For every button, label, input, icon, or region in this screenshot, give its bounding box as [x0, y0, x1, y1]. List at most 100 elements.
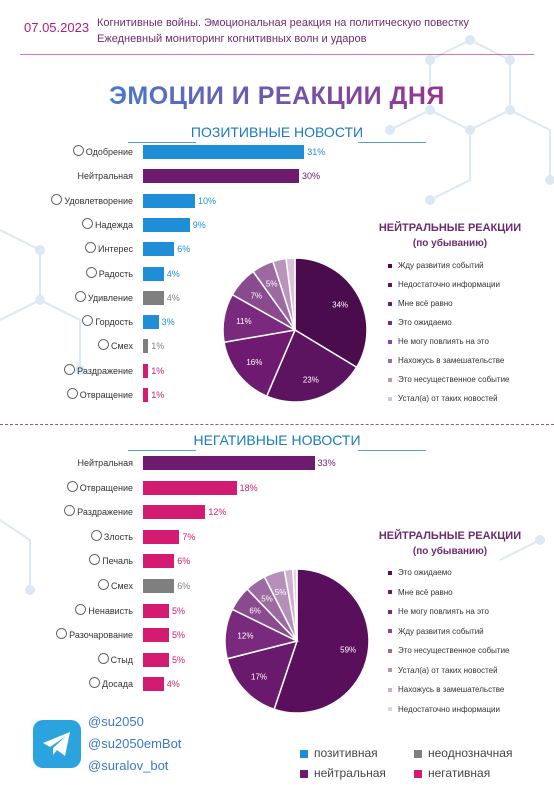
positive-bar-value-label: 10% — [198, 195, 217, 206]
negative-bar-label-text: Смех — [111, 581, 133, 591]
positive-bar-label: Одобрение — [72, 145, 133, 159]
positive-bar-bar — [143, 315, 159, 330]
pie2-legend-label: Это несущественное событие — [398, 646, 510, 655]
legend-positive: позитивная — [300, 746, 378, 760]
positive-bar-row: Нейтральная 30% — [0, 169, 554, 184]
pie2-legend-item: Нахожусь в замешательстве — [388, 683, 504, 697]
positive-bar-label: Радость — [85, 266, 133, 281]
pie2-legend-swatch — [388, 668, 392, 673]
legend-negative-label: негативная — [428, 766, 491, 780]
negative-bar-label: Нейтральная — [78, 456, 133, 470]
pie2-legend-label: Не могу повлиять на это — [398, 607, 489, 616]
pie1-legend-label: Недостаточно информации — [398, 280, 500, 289]
pie1-slice — [223, 329, 297, 398]
pie1-title: НЕЙТРАЛЬНЫЕ РЕАКЦИИ — [378, 222, 522, 234]
negative-bar-bar — [143, 677, 164, 692]
face-icon — [98, 579, 109, 590]
positive-bar-bar — [143, 339, 149, 354]
positive-bar-label: Надежда — [82, 217, 133, 232]
pie1-legend-label: Нахожусь в замешательстве — [398, 356, 505, 365]
positive-section-title: ПОЗИТИВНЫЕ НОВОСТИ — [190, 124, 364, 140]
positive-bar-label: Интерес — [85, 242, 133, 256]
positive-bar-value-label: 3% — [161, 317, 175, 328]
pie1-legend-item: Это ожидаемо — [388, 316, 452, 330]
negative-bar-row: Злость 7% — [0, 529, 554, 544]
interest-icon — [85, 242, 97, 254]
face-icon — [97, 652, 109, 664]
negative-bar-bar — [143, 579, 175, 593]
positive-bar-row: Смех 1% — [0, 339, 554, 354]
negative-bar-value-label: 5% — [172, 630, 186, 641]
positive-bar-bar — [143, 266, 164, 281]
positive-bar-bar — [143, 363, 149, 378]
pie2-slice-label: 6% — [249, 606, 261, 615]
negative-section-title: НЕГАТИВНЫЕ НОВОСТИ — [193, 432, 361, 448]
negative-title-rule-left — [128, 450, 196, 451]
pie2-legend-label: Мне всё равно — [398, 587, 453, 597]
social-handle-2[interactable]: @su2050emBot — [88, 736, 182, 751]
negative-bar-row: Нейтральная 33% — [0, 456, 554, 470]
negative-bar-label: Ненависть — [75, 603, 133, 618]
face-icon — [56, 628, 68, 640]
telegram-logo[interactable] — [33, 720, 81, 768]
positive-bar-row: Удовлетворение 10% — [0, 193, 554, 208]
pie1-slice — [265, 328, 358, 403]
face-icon — [51, 193, 63, 205]
negative-bar-bar — [143, 652, 169, 667]
negative-bar-row: Ненависть 5% — [0, 603, 554, 618]
pie2-subtitle: (по убыванию) — [412, 546, 488, 557]
positive-bar-row: Раздражение 1% — [0, 363, 554, 378]
negative-bar-row: Отвращение 18% — [0, 480, 554, 495]
pie1-legend-swatch — [388, 301, 392, 306]
pie1-subtitle: (по убыванию) — [412, 238, 488, 249]
positive-bar-label-text: Одобрение — [85, 147, 133, 157]
pie1-legend-item: Недостаточно информации — [388, 278, 500, 292]
legend-positive-label: позитивная — [314, 746, 378, 760]
pie2-legend-swatch — [388, 570, 392, 575]
pie2-legend-item: Устал(а) от таких новостей — [388, 664, 498, 678]
negative-bar-label-text: Нейтральная — [77, 458, 133, 468]
face-icon — [89, 554, 101, 566]
social-handle-1[interactable]: @su2050 — [88, 714, 144, 729]
pie1-legend-item: Жду развития событий — [388, 259, 484, 273]
pie2-legend-label: Это ожидаемо — [398, 568, 452, 577]
negative-bar-row: Разочарование 5% — [0, 628, 554, 643]
positive-bar-value-label: 6% — [177, 244, 191, 255]
positive-bar-bar — [143, 217, 190, 232]
legend-neutral: нейтральная — [300, 766, 386, 780]
negative-bar-bar — [143, 505, 206, 520]
negative-bar-label-text: Раздражение — [77, 507, 133, 518]
negative-bar-value-label: 4% — [166, 679, 180, 690]
positive-bar-row: Одобрение 31% — [0, 145, 554, 159]
positive-bar-label: Нейтральная — [78, 169, 133, 183]
pie2-legend-swatch — [388, 648, 392, 653]
pie2-legend-item: Недостаточно информации — [388, 703, 500, 717]
negative-bar-label: Разочарование — [56, 628, 133, 642]
positive-bar-value-label: 31% — [307, 147, 326, 157]
pie1-legend-item: Мне всё равно — [388, 297, 453, 311]
face-icon — [64, 505, 76, 517]
negative-bar-value-label: 6% — [177, 581, 191, 591]
positive-bar-value-label: 9% — [192, 219, 206, 230]
face-icon — [98, 339, 109, 351]
negative-bar-label-text: Печаль — [102, 556, 133, 567]
pie1-slice-label: 16% — [246, 358, 262, 367]
pie1-slice-label: 11% — [236, 317, 251, 326]
pie2-slice — [273, 568, 370, 714]
pie2-slice — [291, 568, 298, 642]
main-title: ЭМОЦИИ И РЕАКЦИИ ДНЯ — [0, 82, 554, 111]
pie1-legend-item: Не могу повлиять на это — [388, 335, 489, 349]
pie2-slice-label: 59% — [340, 645, 356, 654]
negative-bar-value-label: 6% — [177, 556, 191, 567]
social-handle-3[interactable]: @suralov_bot — [88, 758, 169, 773]
positive-bar-label: Отвращение — [66, 388, 133, 402]
pie1-legend-label: Не могу повлиять на это — [398, 337, 489, 346]
legend-neutral-label: нейтральная — [314, 766, 386, 780]
pie2-legend-swatch — [388, 687, 392, 692]
negative-bar-label: Раздражение — [64, 505, 133, 519]
positive-bar-label: Удовлетворение — [51, 193, 133, 208]
positive-bar-label-text: Гордость — [95, 317, 133, 328]
positive-bar-label-text: Отвращение — [79, 390, 133, 400]
negative-bar-row: Раздражение 12% — [0, 505, 554, 520]
negative-bar-value-label: 7% — [182, 531, 196, 542]
